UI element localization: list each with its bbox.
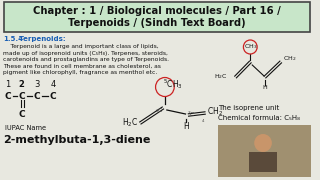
Text: C: C	[18, 110, 25, 119]
Text: carotenoids and prostaglandins are type of Terpenoids.: carotenoids and prostaglandins are type …	[3, 57, 169, 62]
Text: $^3$C: $^3$C	[188, 110, 196, 119]
Text: Chemical formula: C₅H₈: Chemical formula: C₅H₈	[218, 115, 300, 121]
Text: 2-methylbuta-1,3-diene: 2-methylbuta-1,3-diene	[3, 135, 150, 145]
Text: 2: 2	[19, 80, 25, 89]
Text: 4: 4	[50, 80, 56, 89]
Text: 1: 1	[5, 80, 11, 89]
Text: CH$_3$: CH$_3$	[244, 42, 257, 51]
Text: Terpenoid is a large and important class of lipids,: Terpenoid is a large and important class…	[3, 44, 159, 49]
Text: $_4$: $_4$	[201, 118, 205, 125]
Text: 3: 3	[35, 80, 40, 89]
Text: C: C	[50, 92, 56, 101]
Text: $_2$C: $_2$C	[155, 106, 164, 115]
Text: C: C	[4, 92, 11, 101]
Text: H$_2$C: H$_2$C	[122, 117, 138, 129]
Text: The isoprene unit: The isoprene unit	[218, 105, 279, 111]
Text: H: H	[263, 85, 268, 90]
Text: 1.5.4: 1.5.4	[3, 36, 23, 42]
Text: Terpenoids / (Sindh Text Board): Terpenoids / (Sindh Text Board)	[68, 18, 246, 28]
Text: CH$_2$: CH$_2$	[283, 55, 296, 64]
Text: CH$_2$: CH$_2$	[207, 106, 223, 118]
Text: made up of isoprenoid units (C₅H₈). Terpenes, steroids,: made up of isoprenoid units (C₅H₈). Terp…	[3, 51, 168, 55]
Text: These are found in cell membrane as cholesterol, as: These are found in cell membrane as chol…	[3, 64, 161, 69]
Text: C: C	[18, 92, 25, 101]
Text: $^5$CH$_3$: $^5$CH$_3$	[163, 77, 183, 91]
FancyBboxPatch shape	[4, 2, 310, 32]
Text: Chapter : 1 / Biological molecules / Part 16 /: Chapter : 1 / Biological molecules / Par…	[33, 6, 281, 16]
FancyBboxPatch shape	[249, 152, 277, 172]
Text: C: C	[34, 92, 41, 101]
Text: Terpenoids:: Terpenoids:	[14, 36, 65, 42]
Text: H: H	[184, 122, 189, 131]
Text: IUPAC Name: IUPAC Name	[5, 125, 46, 131]
Text: pigment like chlorophyll, fragrance as menthol etc.: pigment like chlorophyll, fragrance as m…	[3, 70, 157, 75]
Circle shape	[254, 134, 272, 152]
FancyBboxPatch shape	[218, 125, 311, 177]
Text: H$_2$C: H$_2$C	[214, 73, 228, 82]
